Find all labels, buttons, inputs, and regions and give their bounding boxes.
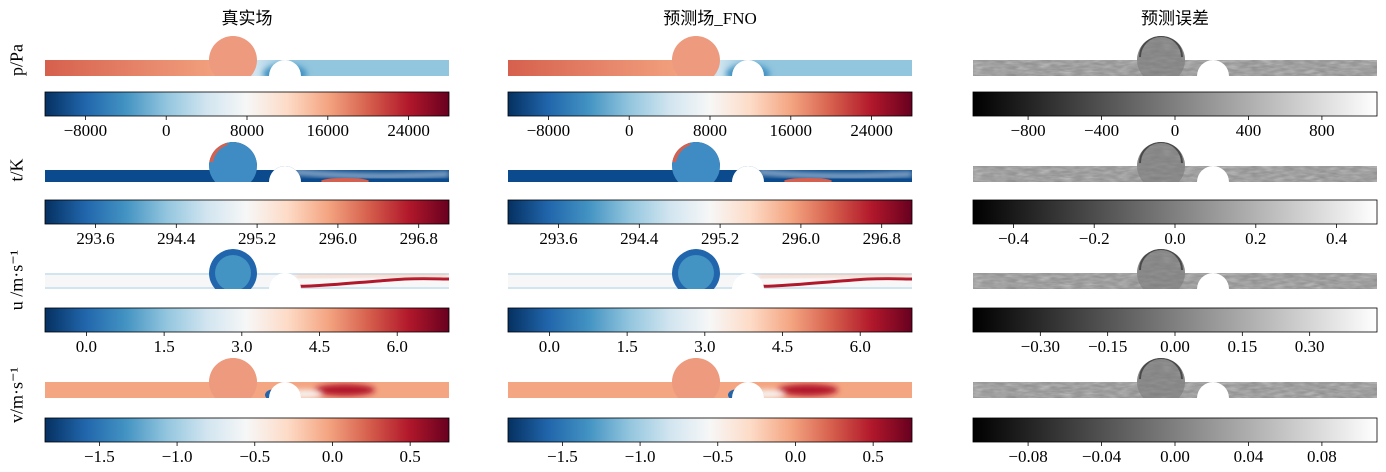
colorbar-tick-label: 295.2 — [238, 229, 276, 248]
colorbar-v-error: −0.08 −0.04 0.00 0.04 0.08 — [972, 417, 1378, 466]
colorbar-tick-label: 1.5 — [617, 337, 638, 356]
colorbar-tick-label: −1.5 — [547, 447, 578, 466]
colorbar-tick-label: −0.08 — [1008, 447, 1047, 466]
colorbar-tick-label: 293.6 — [76, 229, 114, 248]
colorbar-tick-label: 4.5 — [309, 337, 330, 356]
colorbar-tick-label: 800 — [1309, 121, 1335, 140]
colorbar-tick-label: 3.0 — [231, 337, 252, 356]
colorbar-tick-label: 0.08 — [1307, 447, 1337, 466]
colorbar-tick-label: 296.8 — [400, 229, 438, 248]
field-plot-t-pred — [508, 142, 912, 182]
colorbar-tick-label: 0.0 — [322, 447, 343, 466]
colorbar-tick-label: 16000 — [307, 121, 350, 140]
colorbar-tick-label: 296.0 — [782, 229, 820, 248]
colorbar-tick-label: 3.0 — [694, 337, 715, 356]
colorbar-u-true: 0.0 1.5 3.0 4.5 6.0 — [44, 307, 450, 356]
field-plot-v-pred — [508, 358, 912, 398]
column-title-true: 真实场 — [221, 9, 273, 28]
colorbar-tick-label: 0 — [162, 121, 171, 140]
colorbar-tick-label: −0.4 — [998, 229, 1029, 248]
colorbar-tick-label: 0 — [1171, 121, 1180, 140]
field-plot-u-true — [45, 249, 449, 289]
column-title-error: 预测误差 — [1141, 9, 1209, 28]
colorbar-tick-label: 0 — [625, 121, 634, 140]
colorbar-tick-label: −0.2 — [1079, 229, 1110, 248]
colorbar-tick-label: −0.15 — [1088, 337, 1127, 356]
colorbar-t-true: 293.6 294.4 295.2 296.0 296.8 — [44, 199, 450, 248]
colorbar-tick-label: 4.5 — [772, 337, 793, 356]
colorbar-u-error: −0.30 −0.15 0.00 0.15 0.30 — [972, 307, 1378, 356]
colorbar-tick-label: 1.5 — [154, 337, 175, 356]
colorbar-tick-label: −8000 — [64, 121, 108, 140]
error-plot-u — [973, 249, 1377, 289]
colorbar-tick-label: 24000 — [850, 121, 893, 140]
colorbar-tick-label: −1.0 — [625, 447, 656, 466]
colorbar-tick-label: −400 — [1084, 121, 1119, 140]
colorbar-tick-label: 0.2 — [1245, 229, 1266, 248]
colorbar-tick-label: 400 — [1236, 121, 1262, 140]
colorbar-tick-label: 294.4 — [620, 229, 659, 248]
colorbar-v-pred: −1.5 −1.0 −0.5 0.0 0.5 — [507, 417, 913, 466]
colorbar-p-pred: −8000 0 8000 16000 24000 — [507, 91, 913, 140]
colorbar-t-error: −0.4 −0.2 0.0 0.2 0.4 — [972, 199, 1378, 248]
field-plot-p-true — [45, 36, 449, 76]
colorbar-tick-label: 0.04 — [1234, 447, 1264, 466]
colorbar-tick-label: 0.4 — [1326, 229, 1348, 248]
colorbar-tick-label: 0.00 — [1160, 447, 1190, 466]
colorbar-tick-label: −0.30 — [1021, 337, 1060, 356]
colorbar-tick-label: 0.15 — [1227, 337, 1257, 356]
colorbar-tick-label: 24000 — [387, 121, 430, 140]
colorbar-tick-label: 16000 — [770, 121, 813, 140]
colorbar-tick-label: −1.5 — [84, 447, 115, 466]
error-plot-v — [973, 358, 1377, 398]
colorbar-tick-label: 296.8 — [863, 229, 901, 248]
colorbar-tick-label: 0.30 — [1295, 337, 1325, 356]
colorbar-tick-label: 294.4 — [157, 229, 196, 248]
colorbar-u-pred: 0.0 1.5 3.0 4.5 6.0 — [507, 307, 913, 356]
colorbar-tick-label: −800 — [1011, 121, 1046, 140]
colorbar-p-true: −8000 0 8000 16000 24000 — [44, 91, 450, 140]
column-title-pred: 预测场_FNO — [663, 9, 757, 28]
colorbar-t-pred: 293.6 294.4 295.2 296.0 296.8 — [507, 199, 913, 248]
field-plot-t-true — [45, 142, 449, 182]
colorbar-tick-label: 0.5 — [400, 447, 421, 466]
colorbar-v-true: −1.5 −1.0 −0.5 0.0 0.5 — [44, 417, 450, 466]
colorbar-p-error: −800 −400 0 400 800 — [972, 91, 1378, 140]
colorbar-tick-label: 0.5 — [863, 447, 884, 466]
colorbar-tick-label: 296.0 — [319, 229, 357, 248]
colorbar-tick-label: 0.00 — [1160, 337, 1190, 356]
colorbar-tick-label: 8000 — [693, 121, 727, 140]
field-plot-u-pred — [508, 249, 912, 289]
colorbar-tick-label: 0.0 — [76, 337, 97, 356]
colorbar-tick-label: 0.0 — [1164, 229, 1185, 248]
error-plot-t — [973, 142, 1377, 182]
colorbar-tick-label: 6.0 — [387, 337, 408, 356]
field-plot-p-pred — [508, 36, 912, 76]
colorbar-tick-label: 0.0 — [785, 447, 806, 466]
field-plot-v-true — [45, 358, 449, 398]
colorbar-tick-label: −0.5 — [702, 447, 733, 466]
colorbar-tick-label: −1.0 — [162, 447, 193, 466]
colorbar-tick-label: −8000 — [527, 121, 571, 140]
colorbar-tick-label: −0.04 — [1082, 447, 1122, 466]
error-plot-p — [973, 36, 1377, 76]
colorbar-tick-label: 0.0 — [539, 337, 560, 356]
colorbar-tick-label: 293.6 — [539, 229, 577, 248]
colorbar-tick-label: −0.5 — [239, 447, 270, 466]
colorbar-tick-label: 6.0 — [850, 337, 871, 356]
colorbar-tick-label: 295.2 — [701, 229, 739, 248]
colorbar-tick-label: 8000 — [230, 121, 264, 140]
